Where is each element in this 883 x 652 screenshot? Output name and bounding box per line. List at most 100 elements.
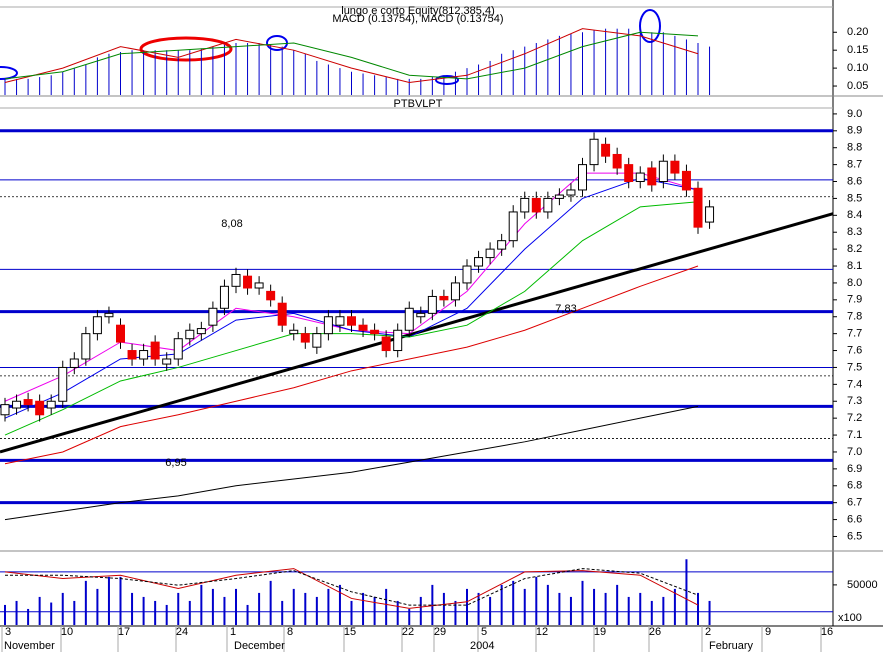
oscillator-line [4,568,699,609]
candle-body [578,164,587,191]
candle-body [693,187,703,228]
candle-body [520,197,530,213]
y-tick-label: 8.5 [847,192,862,204]
candle-body [566,189,576,196]
x-tick-label: 24 [176,626,188,638]
candle-body [277,302,287,326]
month-label: November [4,640,55,652]
candle-body [196,328,206,335]
candle-body [347,316,356,326]
candle-body [335,316,345,326]
y-tick-label: 7.0 [847,446,862,458]
candle-body [497,240,507,250]
trend-line [0,212,834,454]
y-tick-label: 6.5 [847,530,862,542]
candle-body [705,206,715,223]
y-tick-label: 9.0 [847,108,862,120]
candle-body [0,404,10,416]
candle-body [139,350,149,360]
chart-subtitle: MACD (0.13754), MACD (0.13754) [332,13,503,25]
candle-body [381,336,391,352]
x-tick-label: 15 [344,626,356,638]
x-tick-label: 5 [481,626,487,638]
y-tick-label: 0.20 [847,26,868,38]
y-tick-label: 8.3 [847,226,862,238]
candle-body [185,329,195,340]
unit-label: x100 [838,612,862,624]
moving-average [4,201,699,436]
highlight-ellipse [0,66,18,80]
x-tick-label: 12 [536,626,548,638]
y-tick-label: 8.6 [847,175,862,187]
candle-body [601,143,611,157]
candle-body [69,358,79,368]
x-tick-label: 16 [821,626,833,638]
y-tick-label: 7.6 [847,344,862,356]
candle-body [612,153,622,169]
month-label: February [709,640,754,652]
y-tick-label: 7.7 [847,328,862,340]
month-label: December [234,640,285,652]
candle-body [635,172,645,183]
x-tick-label: 10 [61,626,73,638]
x-tick-label: 8 [287,626,293,638]
x-tick-label: 26 [649,626,661,638]
y-tick-label: 6.7 [847,497,862,509]
candle-body [658,160,668,183]
candle-body [554,194,564,199]
candle-body [127,350,137,360]
x-tick-label: 3 [5,626,11,638]
candle-body [358,324,368,331]
candle-body [323,316,333,335]
y-tick-label: 0.10 [847,62,868,74]
highlight-ellipse [139,36,233,62]
y-tick-label: 7.9 [847,294,862,306]
candle-body [150,341,160,360]
x-tick-label: 19 [594,626,606,638]
annotation: 7,83 [555,303,576,315]
y-tick-label: 7.5 [847,361,862,373]
candle-body [589,138,599,166]
y-tick-label: 8.4 [847,209,862,221]
moving-average [4,405,699,521]
x-tick-label: 2 [705,626,711,638]
x-tick-label: 1 [230,626,236,638]
y-tick-label: 7.4 [847,378,862,390]
chart-title: PTBVLPT [394,98,443,110]
candle-body [266,290,276,301]
oscillator-line [5,568,699,606]
annotation: 8,08 [221,218,242,230]
candle-body [370,329,380,335]
candle-body [670,160,680,174]
candle-body [46,400,56,409]
candle-body [416,312,426,318]
y-tick-label: 8.0 [847,277,862,289]
candle-body [12,400,22,409]
candle-body [35,400,45,416]
highlight-ellipse [639,9,661,43]
candle-body [393,329,403,352]
y-tick-label: 7.1 [847,429,862,441]
candle-body [58,366,68,402]
y-tick-label: 7.2 [847,412,862,424]
candle-body [312,333,322,348]
candle-body [23,399,33,406]
x-tick-label: 29 [434,626,446,638]
candle-body [300,333,310,343]
y-tick-label: 6.6 [847,513,862,525]
candle-body [243,275,253,289]
candle-body [81,333,91,360]
moving-average [4,265,699,465]
y-tick-label: 8.8 [847,142,862,154]
candle-body [208,307,218,326]
candle-body [162,358,172,365]
candle-body [289,329,299,335]
macd-line [4,31,699,80]
candle-body [681,170,691,191]
candle-body [474,257,484,267]
y-tick-label: 0.15 [847,44,868,56]
macd-line [4,28,699,83]
candle-body [427,295,437,314]
candle-body [254,282,264,289]
